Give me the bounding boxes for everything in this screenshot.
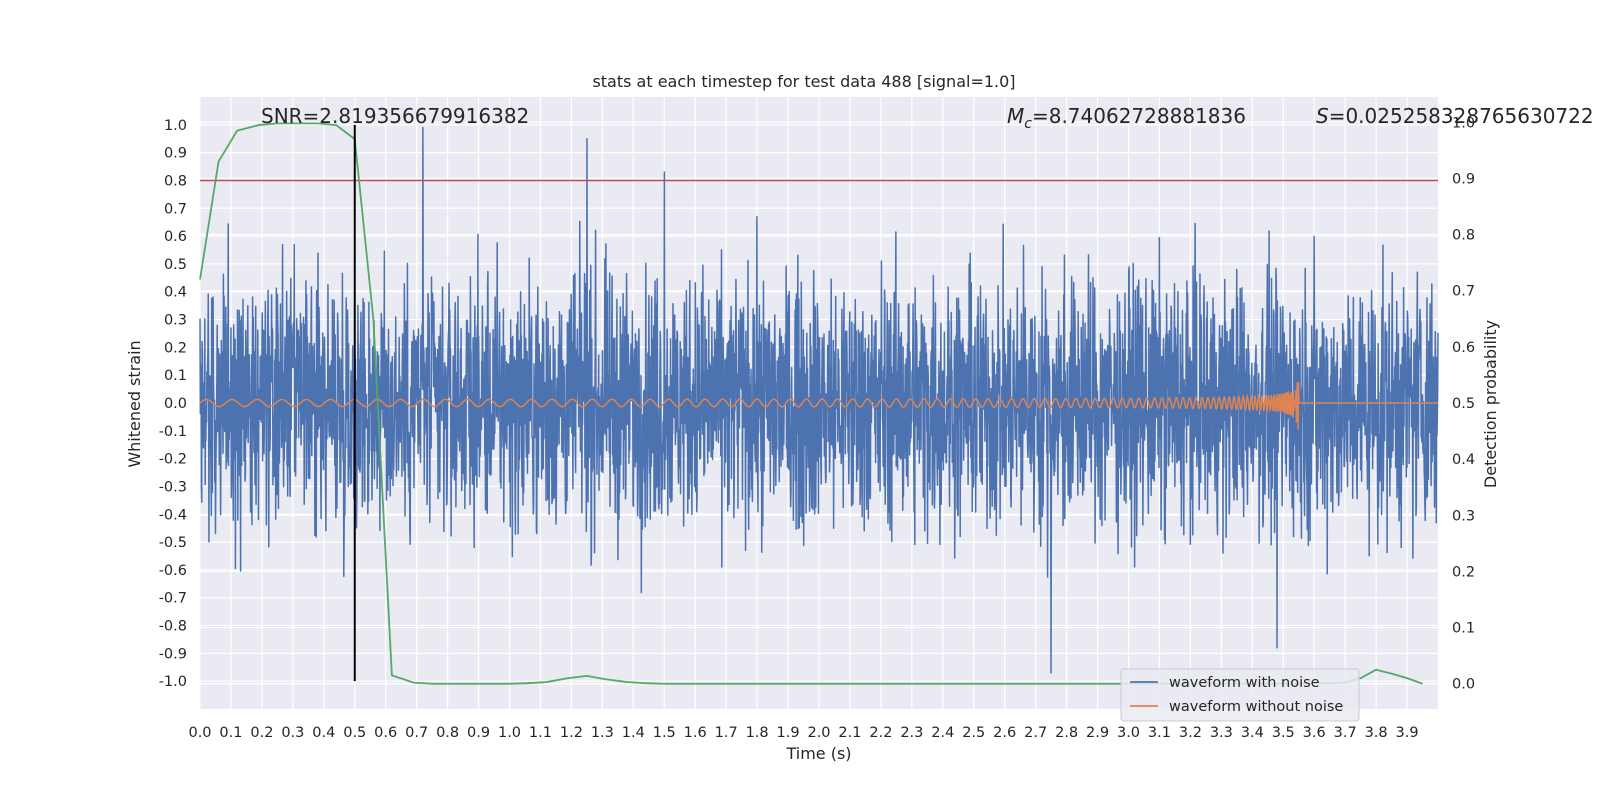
y-tick-label: 0.7	[164, 201, 187, 217]
x-tick-label: 2.3	[900, 725, 923, 741]
snr-annotation: SNR=2.819356679916382	[261, 104, 529, 128]
x-tick-label: 2.4	[931, 725, 954, 741]
y-tick-label: 1.0	[164, 118, 187, 134]
y2-axis-ticks: 1.0 0.9 0.8 0.7 0.6 0.5 0.4 0.3 0.2 0.1 0.0	[1452, 115, 1475, 692]
x-tick-label: 3.2	[1179, 725, 1202, 741]
x-tick-label: 2.9	[1086, 725, 1109, 741]
x-tick-label: 1.5	[653, 725, 676, 741]
y2-tick-label: 0.4	[1452, 452, 1475, 468]
x-tick-label: 2.8	[1055, 725, 1078, 741]
y-tick-label: 0.5	[164, 257, 187, 273]
x-tick-label: 3.7	[1334, 725, 1357, 741]
x-tick-label: 0.3	[281, 725, 304, 741]
chirp-mass-subscript: c	[1024, 116, 1032, 132]
y-tick-label: -0.4	[159, 507, 187, 523]
s-annotation: S=0.025258328765630722	[1316, 104, 1594, 128]
x-axis-ticks: 0.0 0.1 0.2 0.3 0.4 0.5 0.6 0.7 0.8 0.9 1.0 1.1 1.2 1…	[188, 725, 1418, 741]
series-line-waveform-with-noise	[199, 126, 1439, 674]
x-tick-label: 2.2	[869, 725, 892, 741]
y2-tick-label: 0.6	[1452, 340, 1475, 356]
x-tick-label: 0.7	[405, 725, 428, 741]
y-axis-label: Whitened strain	[125, 340, 144, 467]
x-tick-label: 1.8	[746, 725, 769, 741]
legend-box	[1120, 668, 1360, 722]
x-tick-label: 1.3	[591, 725, 614, 741]
x-tick-label: 0.2	[250, 725, 273, 741]
legend: waveform with noise waveform without noi…	[1120, 668, 1360, 722]
x-tick-label: 0.1	[219, 725, 242, 741]
y2-axis-label: Detection probability	[1481, 320, 1500, 488]
x-tick-label: 3.3	[1210, 725, 1233, 741]
x-tick-label: 2.1	[838, 725, 861, 741]
x-tick-label: 1.0	[498, 725, 521, 741]
y2-tick-label: 1.0	[1452, 115, 1475, 131]
y-tick-label: -0.5	[159, 535, 187, 551]
y2-tick-label: 0.8	[1452, 228, 1475, 244]
x-tick-label: 2.0	[807, 725, 830, 741]
x-tick-label: 3.0	[1117, 725, 1140, 741]
y-tick-label: -0.6	[159, 563, 187, 579]
x-tick-label: 1.9	[777, 725, 800, 741]
x-tick-label: 0.8	[436, 725, 459, 741]
x-tick-label: 3.5	[1272, 725, 1295, 741]
x-tick-label: 1.7	[715, 725, 738, 741]
s-value: =0.025258328765630722	[1329, 104, 1594, 128]
x-tick-label: 1.4	[622, 725, 645, 741]
chirp-mass-annotation: Mc=8.74062728881836	[1007, 104, 1246, 132]
y2-tick-label: 0.1	[1452, 621, 1475, 637]
x-tick-label: 0.4	[312, 725, 335, 741]
s-symbol: S	[1316, 104, 1329, 128]
y-tick-label: 0.0	[164, 396, 187, 412]
chart-title: stats at each timestep for test data 488…	[592, 72, 1015, 91]
x-tick-label: 0.0	[188, 725, 211, 741]
x-tick-label: 0.6	[374, 725, 397, 741]
legend-label-waveform-with-noise: waveform with noise	[1169, 675, 1320, 691]
x-axis-label: Time (s)	[785, 744, 851, 763]
x-tick-label: 1.6	[684, 725, 707, 741]
x-tick-label: 3.8	[1365, 725, 1388, 741]
x-tick-label: 3.4	[1241, 725, 1264, 741]
x-tick-label: 0.5	[343, 725, 366, 741]
chirp-mass-symbol: M	[1007, 104, 1024, 128]
legend-label-waveform-without-noise: waveform without noise	[1169, 699, 1343, 715]
y-tick-label: -1.0	[159, 674, 187, 690]
y-tick-label: 0.9	[164, 146, 187, 162]
y2-tick-label: 0.3	[1452, 508, 1475, 524]
y-tick-label: -0.7	[159, 591, 187, 607]
x-tick-label: 2.6	[993, 725, 1016, 741]
x-tick-label: 1.1	[529, 725, 552, 741]
x-tick-label: 2.5	[962, 725, 985, 741]
y2-tick-label: 0.5	[1452, 396, 1475, 412]
chirp-mass-value: =8.74062728881836	[1032, 104, 1246, 128]
y2-tick-label: 0.7	[1452, 284, 1475, 300]
x-tick-label: 3.6	[1303, 725, 1326, 741]
y2-tick-label: 0.2	[1452, 564, 1475, 580]
x-tick-label: 3.1	[1148, 725, 1171, 741]
x-tick-label: 0.9	[467, 725, 490, 741]
y-tick-label: -0.9	[159, 646, 187, 662]
x-tick-label: 3.9	[1396, 725, 1419, 741]
y-tick-label: -0.2	[159, 452, 187, 468]
y-tick-label: 0.8	[164, 173, 187, 189]
y-axis-ticks: 1.0 0.9 0.8 0.7 0.6 0.5 0.4 0.3 0.2 0.1 0.0 -0.1 -0.…	[159, 118, 187, 690]
y2-tick-label: 0.9	[1452, 171, 1475, 187]
y-tick-label: 0.3	[164, 313, 187, 329]
y-tick-label: -0.3	[159, 479, 187, 495]
y-tick-label: 0.4	[164, 285, 187, 301]
y-tick-label: 0.1	[164, 368, 187, 384]
y-tick-label: 0.2	[164, 340, 187, 356]
y-tick-label: -0.1	[159, 424, 187, 440]
x-tick-label: 1.2	[560, 725, 583, 741]
x-tick-label: 2.7	[1024, 725, 1047, 741]
y-tick-label: 0.6	[164, 229, 187, 245]
y-tick-label: -0.8	[159, 619, 187, 635]
series-line-waveform-without-noise	[199, 381, 1438, 430]
y2-tick-label: 0.0	[1452, 677, 1475, 693]
